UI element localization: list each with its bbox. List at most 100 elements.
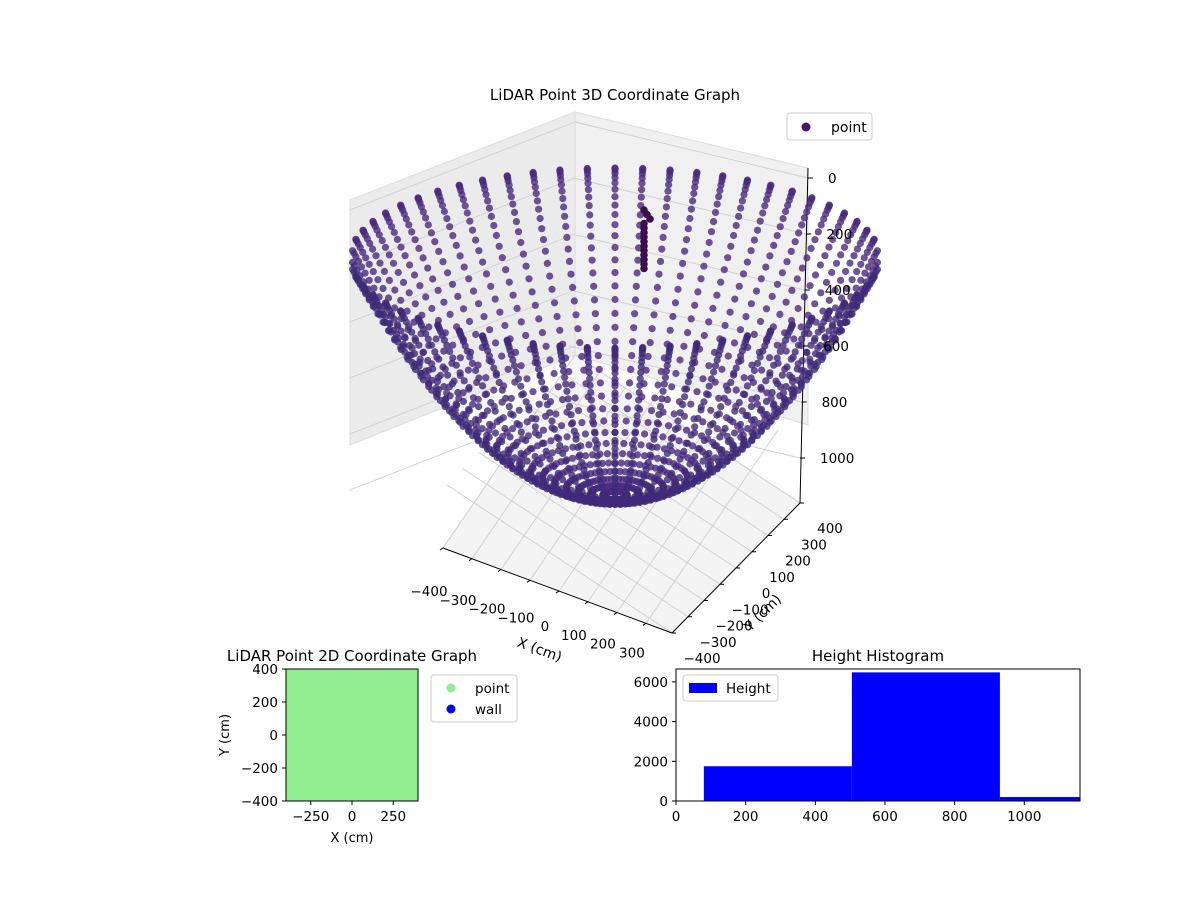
- chart-3d-point: [770, 361, 778, 369]
- chart-3d-point: [365, 276, 373, 284]
- chart-3d-point: [427, 341, 435, 349]
- chart-3d-point: [687, 431, 695, 439]
- chart-3d-point: [638, 478, 646, 487]
- chart-3d-point: [726, 416, 734, 424]
- chart-3d-point: [821, 334, 829, 342]
- chart-3d-point: [455, 181, 463, 189]
- chart-3d-x-gridline-5: [587, 408, 721, 603]
- chart-3d-point: [773, 232, 781, 240]
- chart-3d-point: [806, 282, 814, 290]
- chart-3d-point: [596, 379, 605, 387]
- chart-3d-point: [666, 326, 674, 334]
- chart-3d-point: [465, 406, 474, 415]
- chart-3d-point: [611, 243, 619, 251]
- chart-3d-point: [440, 383, 448, 391]
- chart-3d-point: [526, 445, 535, 453]
- chart-3d-point: [587, 232, 595, 240]
- chart-3d-point: [727, 242, 735, 250]
- chart-3d-y-tick-label-3: −100: [731, 602, 768, 618]
- chart-3d-z-gridline-back-0: [349, 121, 576, 211]
- chart-3d-point: [825, 327, 833, 335]
- chart-3d-point: [650, 311, 658, 319]
- chart-3d-point: [852, 284, 860, 292]
- chart-3d-point: [778, 371, 787, 379]
- chart-3d-point: [857, 260, 865, 268]
- chart-3d-point: [683, 426, 691, 434]
- chart-3d-point: [611, 201, 619, 209]
- chart-3d-point: [415, 341, 423, 349]
- chart-3d-point: [681, 247, 689, 255]
- chart-3d-point: [829, 321, 837, 329]
- chart-3d-point: [611, 375, 619, 383]
- chart-2d-x-tick-label-0: −250: [292, 809, 329, 825]
- chart-3d-point: [352, 273, 360, 281]
- chart-3d-point: [797, 323, 805, 331]
- chart-3d-point: [487, 358, 495, 366]
- chart-3d-point: [647, 483, 656, 491]
- chart-3d-point: [611, 179, 619, 187]
- chart-3d-point: [713, 291, 721, 299]
- chart-3d-point: [743, 332, 752, 340]
- chart-3d-point: [393, 321, 401, 329]
- chart-3d-point: [591, 436, 600, 444]
- chart-3d-point: [593, 338, 601, 346]
- chart-3d-point: [656, 403, 665, 411]
- chart-3d-point: [624, 479, 633, 487]
- chart-3d-y-gridline-2: [478, 452, 705, 601]
- chart-3d-point: [574, 483, 583, 491]
- histogram-legend-label: Height: [726, 681, 771, 697]
- chart-3d-point: [798, 335, 806, 343]
- chart-3d-point: [776, 310, 784, 318]
- chart-3d-point: [642, 466, 650, 474]
- chart-3d-point: [605, 459, 613, 467]
- chart-3d-point: [517, 238, 525, 247]
- chart-3d-point: [707, 228, 716, 236]
- chart-3d-point: [626, 473, 634, 481]
- chart-3d-point: [563, 433, 571, 441]
- chart-3d-point: [585, 441, 593, 449]
- chart-3d-point: [401, 252, 409, 260]
- chart-3d-point: [542, 342, 550, 350]
- chart-3d-point: [675, 474, 684, 482]
- chart-3d-point: [631, 428, 640, 436]
- chart-3d-x-tick-label-0: −400: [410, 584, 447, 600]
- chart-3d-point: [460, 377, 468, 385]
- chart-3d-point: [535, 365, 543, 373]
- chart-3d-point: [803, 254, 811, 262]
- chart-3d-point: [381, 313, 390, 321]
- chart-3d-point: [406, 261, 414, 269]
- chart-3d-point: [435, 247, 443, 255]
- chart-3d-point: [782, 347, 790, 355]
- chart-3d-point: [660, 457, 668, 465]
- chart-3d-point: [399, 342, 408, 350]
- chart-3d-point: [795, 229, 803, 237]
- chart-3d-y-tick-label-5: 100: [769, 570, 795, 586]
- chart-3d-point: [558, 187, 566, 195]
- chart-3d-point: [756, 353, 764, 361]
- chart-3d-point: [463, 209, 471, 217]
- chart-3d-point: [390, 228, 398, 237]
- chart-3d-point: [832, 259, 841, 267]
- chart-3d-point: [503, 336, 511, 344]
- chart-3d-point: [690, 189, 698, 198]
- chart-3d-point: [707, 375, 716, 383]
- chart-3d-point: [397, 327, 405, 335]
- chart-3d-point: [515, 406, 523, 414]
- histogram-y-tick-label-1: 2000: [634, 754, 668, 770]
- chart-3d-point: [550, 369, 558, 378]
- chart-3d-x-tick-4: [555, 590, 560, 594]
- histogram-bar-0: [703, 766, 852, 801]
- chart-3d-point: [495, 378, 503, 386]
- chart-3d-point: [711, 362, 720, 370]
- chart-3d-point: [756, 406, 765, 415]
- chart-3d-point: [611, 479, 619, 487]
- histogram-legend-swatch: [689, 683, 717, 693]
- chart-3d-point: [850, 252, 858, 260]
- chart-3d-point: [710, 218, 718, 226]
- chart-3d-point: [640, 452, 649, 460]
- chart-3d-point: [513, 304, 521, 312]
- chart-3d-point: [848, 276, 856, 284]
- chart-3d-point: [449, 354, 457, 362]
- chart-3d-point: [700, 398, 708, 406]
